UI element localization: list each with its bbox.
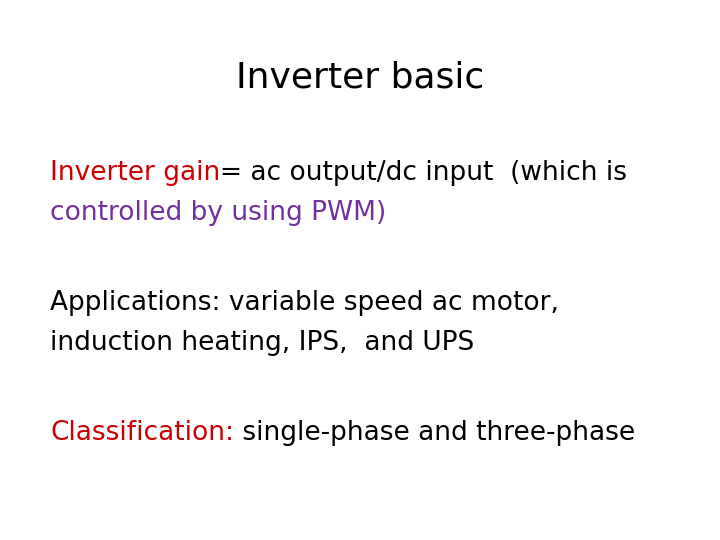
- Text: = ac output/dc input  (which is: = ac output/dc input (which is: [220, 160, 627, 186]
- Text: Applications: variable speed ac motor,: Applications: variable speed ac motor,: [50, 290, 559, 316]
- Text: controlled by using PWM): controlled by using PWM): [50, 200, 386, 226]
- Text: Inverter basic: Inverter basic: [236, 60, 484, 94]
- Text: induction heating, IPS,  and UPS: induction heating, IPS, and UPS: [50, 330, 474, 356]
- Text: single-phase and three-phase: single-phase and three-phase: [234, 420, 635, 446]
- Text: Classification:: Classification:: [50, 420, 234, 446]
- Text: Inverter gain: Inverter gain: [50, 160, 220, 186]
